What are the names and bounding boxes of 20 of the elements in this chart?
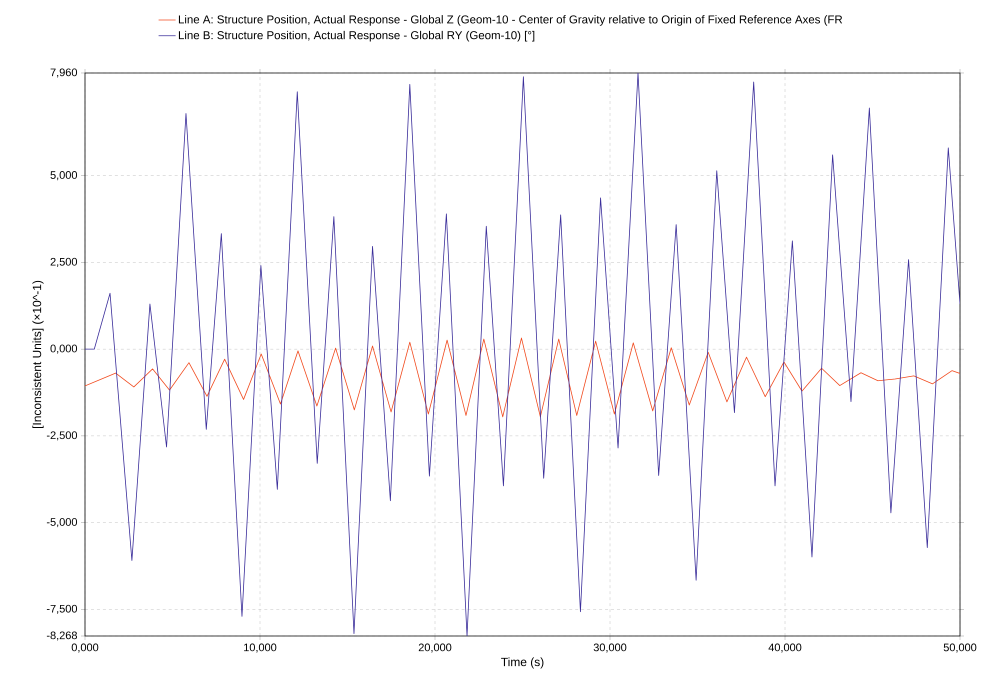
line-series <box>85 72 960 636</box>
y-tick-label: 5,000 <box>50 171 78 180</box>
y-tick-label: 7,960 <box>50 68 78 78</box>
y-tick-label: -7,500 <box>46 604 78 614</box>
x-tick-label: 0,000 <box>72 644 98 653</box>
y-tick-label: -5,000 <box>46 518 78 528</box>
x-tick-label: 30,000 <box>594 644 626 653</box>
y-tick-label: -2,500 <box>46 431 78 440</box>
x-tick-label: 50,000 <box>944 644 976 653</box>
line-series <box>85 338 960 418</box>
x-tick-label: 40,000 <box>768 644 802 653</box>
x-tick-label: 10,000 <box>244 644 276 653</box>
y-axis-title: [Inconsistent Units] (×10^-1) <box>32 280 44 428</box>
y-tick-label: 2,500 <box>50 258 78 267</box>
x-tick-label: 20,000 <box>418 644 452 653</box>
legend-label: Line B: Structure Position, Actual Response - Global RY (Geom-10) [°] <box>178 30 534 42</box>
y-tick-label: 0,000 <box>50 344 78 354</box>
x-axis-title: Time (s) <box>501 657 544 669</box>
legend-label: Line A: Structure Position, Actual Response - Global Z (Geom-10 - Center of Gravity relative to Origin of Fixed Reference Axes (FR <box>178 15 842 26</box>
y-tick-label: -8,268 <box>46 631 77 641</box>
